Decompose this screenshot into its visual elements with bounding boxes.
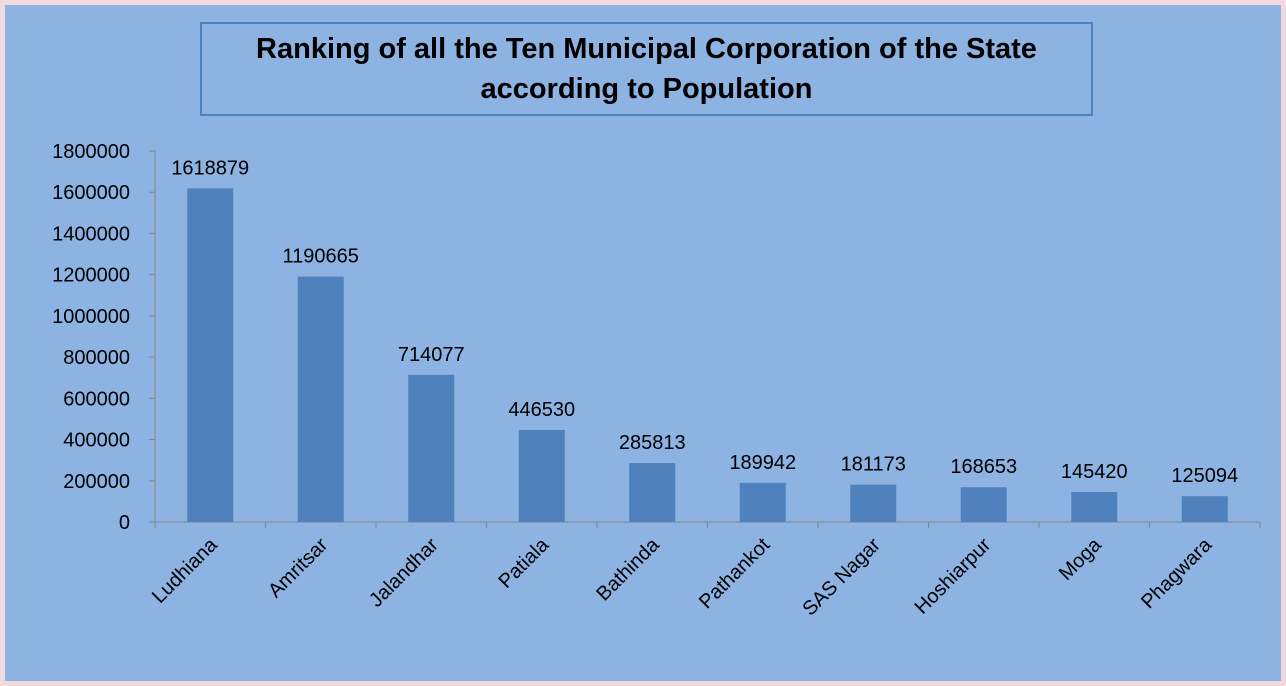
y-tick-label: 600000 (63, 388, 130, 410)
y-tick-label: 200000 (63, 471, 130, 493)
x-tick-label: SAS Nagar (798, 534, 885, 621)
y-tick-label: 0 (119, 512, 130, 534)
bar (739, 482, 786, 522)
x-tick-label: Bathinda (592, 533, 664, 605)
data-label: 1618879 (171, 157, 249, 179)
data-label: 125094 (1171, 465, 1238, 487)
y-tick-label: 800000 (63, 347, 130, 369)
bar (297, 276, 344, 522)
y-tick-label: 1400000 (52, 223, 130, 245)
data-label: 446530 (508, 399, 575, 421)
bar (408, 374, 455, 522)
y-tick-label: 400000 (63, 430, 130, 452)
bar (850, 484, 897, 522)
data-label: 1190665 (283, 246, 359, 268)
data-label: 714077 (398, 344, 465, 366)
bar (1181, 496, 1228, 522)
x-tick-label: Moga (1055, 533, 1107, 585)
data-label: 168653 (950, 456, 1017, 478)
bar (629, 463, 676, 522)
x-tick-label: Hoshiarpur (911, 534, 996, 619)
x-tick-label: Pathankot (695, 534, 775, 614)
x-tick-label: Amritsar (264, 534, 332, 602)
y-tick-label: 1800000 (52, 141, 130, 163)
x-tick-label: Patiala (494, 533, 553, 592)
chart-title: Ranking of all the Ten Municipal Corpora… (200, 22, 1093, 116)
bar (1071, 492, 1118, 522)
x-tick-label: Phagwara (1137, 533, 1217, 613)
data-label: 189942 (729, 452, 796, 474)
data-label: 181173 (841, 454, 906, 476)
bar (518, 429, 565, 522)
y-tick-label: 1200000 (52, 265, 130, 287)
bar (187, 188, 234, 522)
y-tick-label: 1000000 (52, 306, 130, 328)
x-tick-label: Ludhiana (148, 533, 222, 607)
data-label: 145420 (1061, 461, 1128, 483)
y-tick-label: 1600000 (52, 182, 130, 204)
bar (960, 487, 1007, 522)
x-tick-label: Jalandhar (365, 534, 443, 612)
data-label: 285813 (619, 432, 686, 454)
